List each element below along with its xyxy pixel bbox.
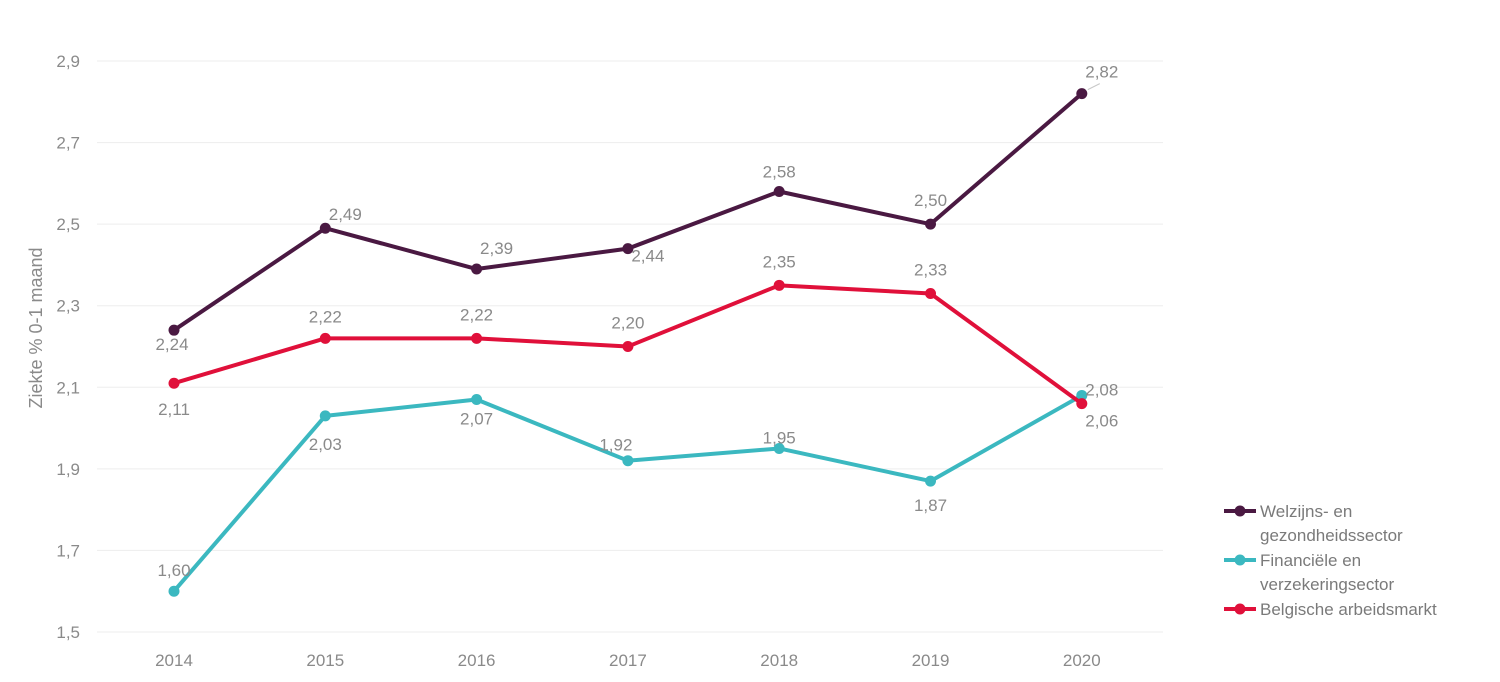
x-tick-label: 2019	[912, 651, 950, 670]
y-axis-ticks: 1,5 1,7 1,9 2,1 2,3 2,5 2,7 2,9	[56, 52, 80, 642]
data-point	[319, 222, 331, 234]
legend: Welzijns- en gezondheidssector Financiële …	[1224, 502, 1437, 619]
legend-swatch-marker	[1234, 554, 1246, 566]
data-label: 2,22	[460, 305, 493, 324]
data-label: 2,33	[914, 260, 947, 279]
data-label: 2,50	[914, 191, 947, 210]
data-point	[168, 377, 180, 389]
series	[168, 88, 1088, 597]
x-tick-label: 2018	[760, 651, 798, 670]
data-label: 2,22	[309, 307, 342, 326]
data-point	[168, 324, 180, 336]
x-tick-label: 2020	[1063, 651, 1101, 670]
data-point	[925, 218, 936, 230]
data-label: 2,58	[763, 163, 796, 182]
data-point	[622, 243, 634, 255]
legend-label: gezondheidssector	[1260, 526, 1403, 545]
x-tick-label: 2017	[609, 651, 647, 670]
gridlines	[97, 60, 1163, 633]
data-label: 2,08	[1085, 380, 1118, 399]
x-tick-label: 2015	[306, 651, 344, 670]
data-label: 1,92	[599, 436, 632, 455]
data-label: 2,11	[158, 400, 190, 419]
data-point	[622, 341, 634, 352]
data-label: 2,35	[763, 252, 796, 271]
data-point	[1076, 389, 1088, 401]
y-axis-title: Ziekte % 0-1 maand	[26, 247, 46, 408]
data-label: 2,20	[611, 314, 644, 333]
data-label: 2,44	[631, 247, 664, 266]
legend-label: Financiële en	[1260, 551, 1361, 570]
data-point	[773, 279, 785, 291]
data-point	[925, 475, 936, 487]
data-label: 2,39	[480, 239, 513, 258]
data-point	[925, 287, 936, 299]
series-line	[172, 393, 1084, 594]
legend-swatch-marker	[1234, 603, 1246, 615]
y-tick-label: 2,1	[56, 378, 80, 397]
data-label: 2,24	[155, 335, 188, 354]
data-labels: 2,24 2,49 2,39 2,44 2,58 2,50 2,82 1,60 2,03 2,07…	[155, 63, 1118, 581]
data-point	[1076, 88, 1088, 100]
x-tick-label: 2014	[155, 651, 193, 670]
data-point	[319, 410, 331, 422]
data-label: 2,06	[1085, 412, 1118, 431]
data-label: 1,95	[763, 428, 796, 447]
x-tick-label: 2016	[458, 651, 496, 670]
data-label: 2,49	[329, 205, 362, 224]
legend-label: Belgische arbeidsmarkt	[1260, 600, 1437, 619]
series-line	[172, 91, 1084, 333]
data-point	[1076, 398, 1088, 410]
y-tick-label: 1,7	[56, 541, 80, 560]
legend-label: Welzijns- en	[1260, 502, 1352, 521]
data-label: 1,87	[914, 496, 947, 515]
y-tick-label: 2,7	[56, 134, 80, 153]
data-point	[471, 332, 483, 344]
data-point	[471, 263, 483, 275]
data-point	[622, 455, 634, 467]
legend-label: verzekeringsector	[1260, 575, 1395, 594]
data-point	[319, 332, 331, 344]
data-label: 2,07	[460, 410, 493, 429]
y-tick-label: 2,5	[56, 215, 80, 234]
data-point	[773, 442, 785, 454]
y-tick-label: 2,3	[56, 297, 80, 316]
data-point	[773, 186, 785, 198]
y-tick-label: 1,5	[56, 623, 80, 642]
y-tick-label: 2,9	[56, 52, 80, 71]
data-label: 2,03	[309, 435, 342, 454]
data-label: 2,82	[1085, 63, 1118, 82]
data-label: 1,60	[157, 561, 190, 580]
data-point	[168, 585, 180, 597]
label-leader-line	[1087, 83, 1101, 91]
data-point	[471, 394, 483, 406]
legend-swatch-marker	[1234, 505, 1246, 517]
y-tick-label: 1,9	[56, 460, 80, 479]
x-axis-ticks: 2014 2015 2016 2017 2018 2019 2020	[155, 651, 1101, 670]
